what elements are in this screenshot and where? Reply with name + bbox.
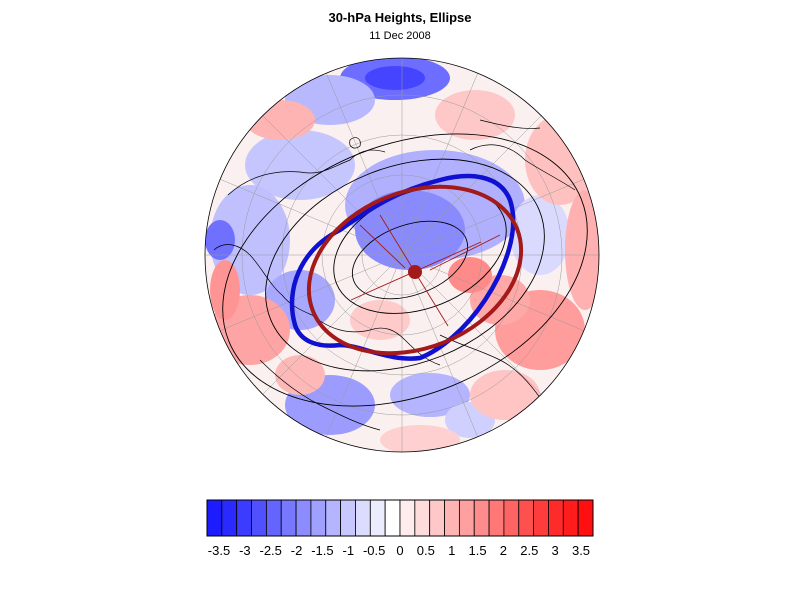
colorbar-tick-label: 0.5 — [416, 543, 435, 558]
colorbar-swatch — [221, 499, 238, 537]
colorbar-tick-label: 2.5 — [520, 543, 539, 558]
colorbar-tick-label: 1 — [448, 543, 456, 558]
colorbar-swatch — [429, 499, 445, 537]
colorbar-swatch — [355, 499, 371, 537]
colorbar-swatch — [458, 499, 475, 537]
map-date: 11 Dec 2008 — [369, 30, 431, 42]
vortex-center-marker — [408, 265, 422, 279]
colorbar-swatch — [369, 499, 386, 537]
colorbar-swatch — [562, 499, 579, 537]
colorbar-tick-label: 1.5 — [468, 543, 487, 558]
colorbar-swatch — [518, 499, 535, 537]
colorbar-swatch — [280, 499, 297, 537]
colorbar-swatch — [473, 499, 490, 537]
fitted-ellipse — [306, 184, 524, 356]
colorbar-tick-label: 3 — [551, 543, 559, 558]
colorbar-tick-label: 3.5 — [571, 543, 591, 558]
colorbar-swatch — [399, 499, 416, 537]
map-title: 30-hPa Heights, Ellipse — [328, 10, 472, 25]
colorbar-tick-label: -2 — [290, 543, 303, 558]
colorbar-tick-label: -2.5 — [259, 543, 282, 558]
colorbar-swatch — [340, 499, 356, 537]
colorbar-swatch — [295, 499, 312, 537]
colorbar-tick-label: -1 — [342, 543, 355, 558]
colorbar-swatch — [488, 499, 505, 537]
colorbar-swatch — [533, 499, 549, 537]
colorbar-swatch — [236, 499, 252, 537]
colorbar-swatch — [325, 499, 342, 537]
colorbar-swatch — [548, 499, 564, 537]
colorbar-swatch — [206, 499, 223, 537]
colorbar-swatch — [577, 499, 594, 537]
colorbar-swatch — [384, 499, 401, 537]
colorbar-tick-label: -3.5 — [207, 543, 231, 558]
colorbar-tick-label: 2 — [499, 543, 508, 558]
colorbar-swatch — [414, 499, 431, 537]
colorbar-tick-label: 0 — [396, 543, 404, 558]
colorbar-tick-label: -0.5 — [362, 543, 386, 558]
colorbar-tick-label: -3 — [239, 543, 251, 558]
colorbar-swatch — [503, 499, 520, 537]
colorbar-swatch — [251, 499, 267, 537]
colorbar-swatch — [310, 499, 327, 537]
colorbar-swatch — [265, 499, 282, 537]
colorbar-swatch — [444, 499, 460, 537]
colorbar-tick-label: -1.5 — [311, 543, 334, 558]
